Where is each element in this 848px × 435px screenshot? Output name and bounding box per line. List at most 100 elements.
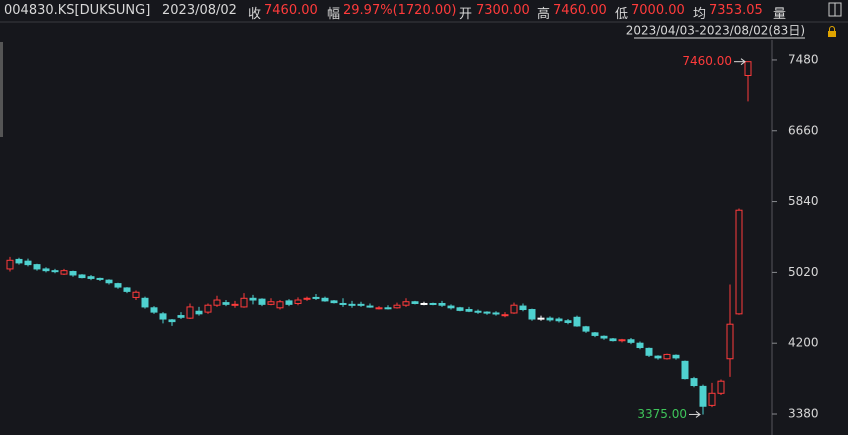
- candle-body: [654, 355, 662, 359]
- candle-body: [501, 314, 509, 317]
- candle-body: [717, 380, 725, 394]
- candle-body: [78, 274, 86, 279]
- candle-body: [735, 209, 743, 315]
- candle-body: [276, 301, 284, 309]
- lock-shackle: [829, 26, 835, 31]
- candle-body: [114, 283, 122, 288]
- field-label: 均: [693, 7, 707, 22]
- candle-body: [24, 260, 32, 266]
- candle-body: [663, 353, 671, 360]
- candle-body: [330, 300, 338, 304]
- candle-body: [294, 299, 302, 304]
- y-tick-label: 5840: [788, 194, 819, 208]
- candle-body: [249, 297, 257, 301]
- candle-body: [636, 342, 644, 349]
- candle-body: [141, 297, 149, 308]
- y-tick-label: 7480: [788, 52, 819, 66]
- candle-body: [222, 302, 230, 305]
- candle-body: [456, 307, 464, 311]
- candle-body: [339, 302, 347, 305]
- candle-body: [555, 318, 563, 322]
- field-label: 量: [773, 7, 787, 22]
- candle-body: [609, 338, 617, 342]
- field-value: 7460.00: [264, 3, 318, 18]
- field-value: 7000.00: [631, 3, 685, 18]
- candle-body: [357, 303, 365, 306]
- candle-body: [285, 300, 293, 305]
- candle-body: [384, 307, 392, 310]
- candle-body: [483, 311, 491, 314]
- candle-body: [312, 296, 320, 299]
- candle-body: [195, 310, 203, 315]
- candle-body: [96, 277, 104, 280]
- candle-body: [258, 298, 266, 305]
- field-label: 幅: [327, 7, 341, 22]
- candle-body: [618, 339, 626, 342]
- candle-body: [366, 305, 374, 308]
- field-value: 7300.00: [476, 3, 530, 18]
- candle-body: [204, 304, 212, 313]
- candle-body: [132, 291, 140, 298]
- candle-body: [672, 354, 680, 359]
- lock-icon[interactable]: [828, 31, 836, 37]
- field-value: 29.97%(1720.00): [343, 3, 457, 18]
- field-label: 低: [615, 7, 629, 22]
- candle-body: [177, 315, 185, 318]
- candle-body: [303, 297, 311, 300]
- candle-body: [123, 287, 131, 292]
- candle-body: [159, 313, 167, 320]
- scroll-edge: [0, 42, 3, 137]
- candle-body: [546, 317, 554, 321]
- annotation-label: 7460.00: [682, 54, 732, 68]
- candle-body: [699, 385, 707, 407]
- candle-body: [690, 378, 698, 387]
- y-tick-label: 4200: [788, 336, 819, 350]
- candle-body: [231, 303, 239, 306]
- field-value: 7353.05: [709, 3, 763, 18]
- candle-body: [69, 271, 77, 276]
- candle-body: [33, 264, 41, 270]
- candle-body: [582, 326, 590, 332]
- candle-body: [492, 312, 500, 315]
- candle-body: [393, 304, 401, 309]
- candle-body: [60, 270, 68, 275]
- candle-body: [600, 335, 608, 339]
- y-tick-label: 6660: [788, 123, 819, 137]
- symbol: 004830.KS[DUKSUNG]: [4, 3, 151, 18]
- candle-body: [150, 307, 158, 313]
- candle-body: [627, 339, 635, 343]
- annotation-arrowhead: [695, 411, 701, 418]
- candle-body: [474, 310, 482, 313]
- candle-body: [726, 323, 734, 360]
- field-label: 开: [459, 7, 473, 22]
- annotation-arrowhead: [740, 58, 746, 66]
- candle-body: [240, 297, 248, 308]
- candle-body: [573, 316, 581, 327]
- candle-body: [528, 309, 536, 320]
- candle-body: [708, 392, 716, 406]
- candle-body: [411, 301, 419, 304]
- y-tick-label: 5020: [788, 265, 819, 279]
- candle-body: [519, 305, 527, 311]
- date: 2023/08/02: [162, 3, 237, 18]
- candle-body: [744, 61, 752, 76]
- candle-body: [105, 279, 113, 284]
- field-label: 高: [537, 7, 551, 22]
- range-label[interactable]: 2023/04/03-2023/08/02(83日): [626, 24, 805, 38]
- y-tick-label: 3380: [788, 407, 819, 421]
- candle-body: [429, 302, 437, 305]
- candle-body: [447, 305, 455, 309]
- annotation-label: 3375.00: [637, 407, 687, 421]
- candle-body: [420, 302, 428, 305]
- candle-body: [375, 307, 383, 310]
- candle-body: [681, 360, 689, 380]
- candle-body: [402, 301, 410, 306]
- candle-body: [168, 319, 176, 323]
- candle-body: [6, 259, 14, 270]
- candle-body: [591, 332, 599, 336]
- candle-body: [267, 301, 275, 305]
- candle-body: [438, 302, 446, 306]
- candle-body: [186, 306, 194, 319]
- candle-body: [564, 320, 572, 323]
